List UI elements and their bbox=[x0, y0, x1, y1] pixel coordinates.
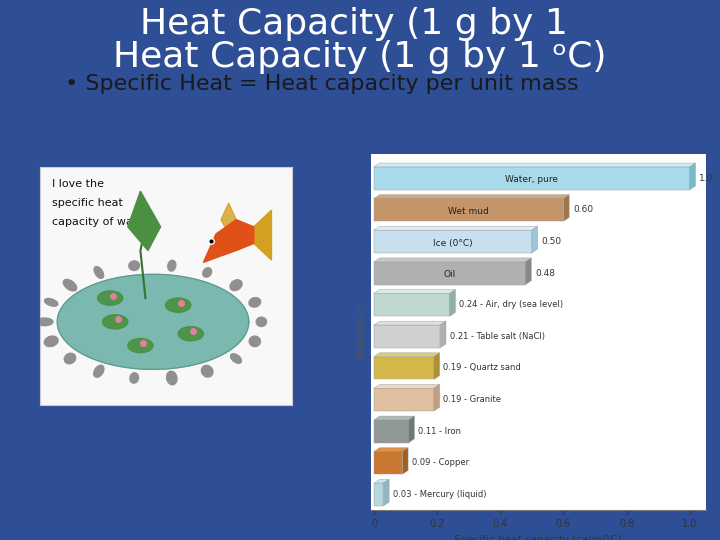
Polygon shape bbox=[374, 163, 696, 167]
Text: 0.03 - Mercury (liquid): 0.03 - Mercury (liquid) bbox=[393, 490, 487, 499]
Bar bbox=[374, 388, 434, 411]
Ellipse shape bbox=[94, 267, 104, 278]
Text: 0.24 - Air, dry (sea level): 0.24 - Air, dry (sea level) bbox=[459, 300, 563, 309]
Polygon shape bbox=[374, 226, 538, 230]
Ellipse shape bbox=[130, 372, 138, 384]
Ellipse shape bbox=[230, 354, 242, 363]
Ellipse shape bbox=[202, 366, 213, 376]
Ellipse shape bbox=[249, 338, 261, 345]
Polygon shape bbox=[374, 384, 440, 388]
Polygon shape bbox=[441, 321, 446, 348]
Text: Oil: Oil bbox=[444, 270, 456, 279]
Ellipse shape bbox=[38, 316, 51, 327]
Bar bbox=[374, 167, 690, 190]
Text: capacity of water!: capacity of water! bbox=[53, 217, 153, 227]
Ellipse shape bbox=[202, 265, 212, 280]
Polygon shape bbox=[58, 274, 249, 369]
Text: 0.19 - Quartz sand: 0.19 - Quartz sand bbox=[444, 363, 521, 373]
Polygon shape bbox=[374, 448, 408, 451]
Ellipse shape bbox=[63, 279, 77, 291]
Bar bbox=[374, 262, 526, 285]
Polygon shape bbox=[564, 195, 569, 221]
Polygon shape bbox=[374, 353, 440, 356]
Text: 0.21 - Table salt (NaCl): 0.21 - Table salt (NaCl) bbox=[450, 332, 545, 341]
Bar bbox=[374, 420, 409, 443]
Polygon shape bbox=[690, 163, 696, 190]
Text: 0.11 - Iron: 0.11 - Iron bbox=[418, 427, 462, 436]
Bar bbox=[374, 483, 384, 506]
Ellipse shape bbox=[230, 280, 242, 291]
Bar bbox=[374, 293, 450, 316]
Polygon shape bbox=[450, 289, 456, 316]
Polygon shape bbox=[374, 480, 389, 483]
Polygon shape bbox=[526, 258, 531, 285]
Text: Wet mud: Wet mud bbox=[449, 207, 489, 216]
Ellipse shape bbox=[130, 258, 138, 274]
Polygon shape bbox=[434, 384, 440, 411]
Bar bbox=[374, 325, 441, 348]
Bar bbox=[374, 356, 434, 380]
Ellipse shape bbox=[128, 339, 153, 353]
Ellipse shape bbox=[98, 291, 122, 305]
Text: Ice (0°C): Ice (0°C) bbox=[433, 239, 473, 247]
Polygon shape bbox=[374, 416, 415, 420]
Text: 0.19 - Granite: 0.19 - Granite bbox=[444, 395, 501, 404]
X-axis label: Specific heat capacity (cal/g/°C): Specific heat capacity (cal/g/°C) bbox=[454, 535, 622, 540]
Ellipse shape bbox=[94, 365, 104, 377]
Text: Heat Capacity (1 g by 1: Heat Capacity (1 g by 1 bbox=[140, 7, 580, 40]
Polygon shape bbox=[434, 353, 440, 380]
Text: 0.09 - Copper: 0.09 - Copper bbox=[412, 458, 469, 467]
Text: 0.48: 0.48 bbox=[535, 268, 555, 278]
Y-axis label: Substance: Substance bbox=[355, 305, 365, 360]
Text: • Specific Heat = Heat capacity per unit mass: • Specific Heat = Heat capacity per unit… bbox=[65, 73, 578, 94]
Text: 0.60: 0.60 bbox=[573, 205, 593, 214]
Polygon shape bbox=[221, 203, 236, 234]
Polygon shape bbox=[409, 416, 415, 443]
Polygon shape bbox=[384, 480, 389, 506]
Ellipse shape bbox=[179, 327, 203, 341]
Ellipse shape bbox=[44, 298, 58, 307]
Bar bbox=[374, 451, 402, 474]
Text: I love the: I love the bbox=[53, 179, 104, 190]
Polygon shape bbox=[532, 226, 538, 253]
Polygon shape bbox=[253, 210, 271, 260]
Polygon shape bbox=[374, 195, 569, 199]
Polygon shape bbox=[203, 220, 253, 262]
Polygon shape bbox=[374, 289, 456, 293]
Ellipse shape bbox=[166, 298, 191, 312]
Ellipse shape bbox=[43, 336, 59, 347]
Bar bbox=[374, 230, 532, 253]
Ellipse shape bbox=[249, 298, 261, 307]
Ellipse shape bbox=[254, 317, 269, 327]
Bar bbox=[374, 199, 564, 221]
Text: Heat Capacity (1 g by 1 ᵒC): Heat Capacity (1 g by 1 ᵒC) bbox=[113, 40, 607, 73]
Ellipse shape bbox=[102, 315, 128, 329]
Ellipse shape bbox=[64, 353, 76, 364]
Polygon shape bbox=[402, 448, 408, 474]
Ellipse shape bbox=[167, 372, 177, 384]
Text: 0.50: 0.50 bbox=[541, 237, 562, 246]
Polygon shape bbox=[374, 321, 446, 325]
Text: specific heat: specific heat bbox=[53, 198, 123, 208]
Text: Water, pure: Water, pure bbox=[505, 176, 559, 184]
Polygon shape bbox=[374, 258, 531, 262]
Polygon shape bbox=[128, 191, 161, 251]
Ellipse shape bbox=[168, 259, 176, 273]
Text: 1.0: 1.0 bbox=[699, 174, 714, 183]
